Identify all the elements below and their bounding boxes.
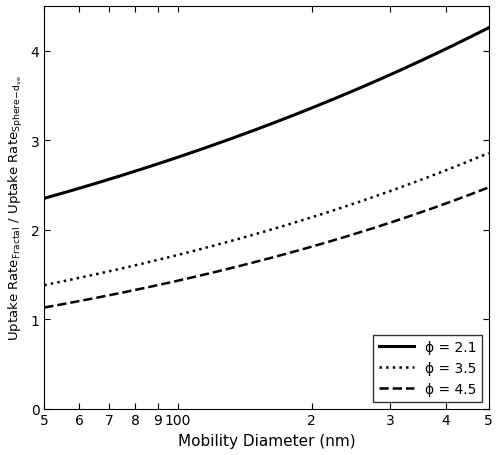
ϕ = 3.5 [486, 151, 492, 157]
Line: ϕ = 2.1: ϕ = 2.1 [44, 29, 488, 199]
ϕ = 4.5 [255, 259, 261, 264]
ϕ = 2.1 [252, 128, 258, 133]
ϕ = 3.5 [475, 155, 481, 161]
Line: ϕ = 3.5: ϕ = 3.5 [44, 154, 488, 286]
ϕ = 4.5 [252, 260, 258, 265]
ϕ = 4.5 [406, 214, 411, 220]
Legend: ϕ = 2.1, ϕ = 3.5, ϕ = 4.5: ϕ = 2.1, ϕ = 3.5, ϕ = 4.5 [374, 335, 482, 402]
ϕ = 3.5 [306, 216, 312, 222]
ϕ = 3.5 [282, 223, 288, 229]
ϕ = 3.5 [252, 232, 258, 238]
ϕ = 2.1 [282, 116, 288, 122]
ϕ = 2.1 [306, 107, 312, 113]
ϕ = 4.5 [306, 245, 312, 251]
ϕ = 2.1 [255, 127, 261, 132]
ϕ = 2.1 [406, 65, 411, 70]
ϕ = 4.5 [486, 185, 492, 191]
ϕ = 4.5 [41, 305, 47, 311]
ϕ = 4.5 [475, 189, 481, 195]
ϕ = 3.5 [255, 231, 261, 237]
ϕ = 2.1 [41, 196, 47, 202]
ϕ = 2.1 [486, 26, 492, 31]
Line: ϕ = 4.5: ϕ = 4.5 [44, 188, 488, 308]
ϕ = 3.5 [406, 182, 411, 188]
X-axis label: Mobility Diameter (nm): Mobility Diameter (nm) [178, 433, 356, 448]
Y-axis label: Uptake Rate$_\mathregular{Fractal}$ / Uptake Rate$_\mathregular{Sphere\!-\!d_{ve: Uptake Rate$_\mathregular{Fractal}$ / Up… [7, 75, 25, 341]
ϕ = 2.1 [475, 31, 481, 37]
ϕ = 4.5 [282, 252, 288, 258]
ϕ = 3.5 [41, 283, 47, 288]
